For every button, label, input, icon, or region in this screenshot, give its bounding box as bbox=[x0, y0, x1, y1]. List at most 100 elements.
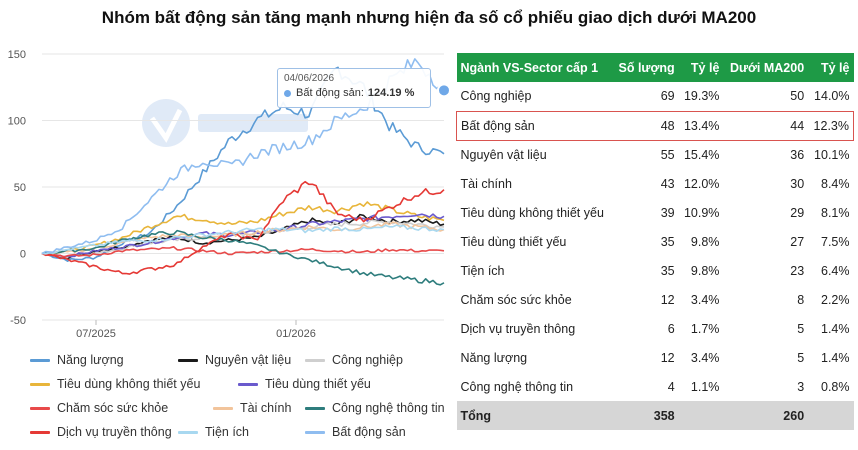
table-cell: 8 bbox=[797, 292, 805, 307]
table-cell: 3.4% bbox=[690, 292, 720, 307]
table-cell: 23 bbox=[790, 263, 805, 278]
table-cell: 12.0% bbox=[683, 176, 720, 191]
table-cell: 10.1% bbox=[814, 147, 850, 162]
legend-swatch bbox=[305, 406, 325, 410]
series-line bbox=[41, 221, 445, 256]
table-header-row: Ngành VS-Sector cấp 1 Số lượng Tỷ lệ Dướ… bbox=[456, 53, 854, 82]
table-row: Tiêu dùng không thiết yếu 39 10.9% 29 8.1% bbox=[457, 198, 854, 227]
table-cell: 1.4% bbox=[821, 321, 850, 336]
series-line bbox=[41, 180, 445, 275]
table-cell: Tiêu dùng không thiết yếu bbox=[460, 205, 604, 220]
legend-label: Tiện ích bbox=[205, 425, 250, 439]
table-row: Công nghệ thông tin 4 1.1% 3 0.8% bbox=[457, 372, 854, 401]
legend-label: Chăm sóc sức khỏe bbox=[57, 401, 169, 415]
legend-label: Bất động sản bbox=[332, 425, 406, 439]
legend-label: Công nghệ thông tin bbox=[332, 401, 445, 415]
table-cell: 7.5% bbox=[821, 234, 850, 249]
legend-swatch bbox=[30, 406, 50, 410]
table-cell: Dịch vụ truyền thông bbox=[460, 321, 576, 336]
table-cell: Tài chính bbox=[460, 176, 512, 191]
chart-legend: Năng lượng Nguyên vật liệu Công nghiệp Tiêu… bbox=[30, 353, 450, 448]
table-cell: 50 bbox=[790, 89, 805, 104]
line-chart: 150 100 50 0 -50 07/2025 01/2026 bbox=[8, 49, 450, 340]
table-cell: 3.4% bbox=[690, 350, 720, 365]
table-cell: 9.8% bbox=[690, 263, 720, 278]
x-tick-label: 07/2025 bbox=[76, 328, 116, 340]
y-tick-label: -50 bbox=[10, 315, 26, 327]
table-cell bbox=[808, 401, 854, 430]
legend-label: Dịch vụ truyền thông bbox=[57, 425, 172, 439]
table-cell: Tiện ích bbox=[460, 263, 505, 278]
table-row: Tài chính 43 12.0% 30 8.4% bbox=[457, 169, 854, 198]
table-cell: 13.4% bbox=[678, 110, 724, 141]
table-cell: 30 bbox=[790, 176, 805, 191]
table-cell: Bất động sản bbox=[455, 110, 613, 141]
series-line bbox=[41, 224, 445, 255]
legend-swatch bbox=[305, 430, 325, 434]
table-cell: 358 bbox=[612, 401, 679, 430]
legend-item: Tiện ích bbox=[178, 425, 249, 439]
legend-swatch bbox=[213, 406, 233, 410]
legend-item: Tiêu dùng thiết yếu bbox=[238, 377, 371, 391]
series-line bbox=[41, 66, 445, 262]
legend-item: Tài chính bbox=[213, 401, 291, 415]
legend-swatch bbox=[30, 382, 50, 386]
table-row: Công nghiệp 69 19.3% 50 14.0% bbox=[457, 82, 854, 111]
table-row: Nguyên vật liệu 55 15.4% 36 10.1% bbox=[457, 140, 854, 169]
table-cell: 260 bbox=[723, 401, 809, 430]
legend-swatch bbox=[178, 430, 198, 434]
chart-tooltip: 04/06/2026 Bất động sản: 124.19 % bbox=[277, 68, 431, 108]
legend-label: Công nghiệp bbox=[332, 353, 403, 367]
table-cell: Chăm sóc sức khỏe bbox=[460, 292, 572, 307]
watermark-logo bbox=[142, 99, 308, 147]
table-cell: 0.8% bbox=[821, 379, 850, 394]
legend-swatch bbox=[178, 358, 198, 362]
legend-item: Bất động sản bbox=[305, 425, 406, 439]
tooltip-date: 04/06/2026 bbox=[284, 73, 335, 84]
series-line bbox=[41, 213, 445, 258]
sector-table-panel: Ngành VS-Sector cấp 1 Số lượng Tỷ lệ Dướ… bbox=[455, 53, 855, 430]
legend-item: Tiêu dùng không thiết yếu bbox=[30, 377, 200, 391]
tooltip-series-dot bbox=[284, 89, 291, 97]
legend-item: Dịch vụ truyền thông bbox=[30, 425, 172, 439]
sector-table: Ngành VS-Sector cấp 1 Số lượng Tỷ lệ Dướ… bbox=[455, 53, 855, 430]
table-cell: Tổng bbox=[456, 401, 613, 430]
legend-swatch bbox=[238, 382, 258, 386]
col-header-sector: Ngành VS-Sector cấp 1 bbox=[456, 53, 613, 82]
series-line bbox=[41, 219, 445, 258]
table-cell: Tiêu dùng thiết yếu bbox=[460, 234, 567, 249]
legend-item: Nguyên vật liệu bbox=[178, 353, 291, 367]
table-cell: 69 bbox=[660, 89, 675, 104]
table-row: Năng lượng 12 3.4% 5 1.4% bbox=[457, 343, 854, 372]
y-tick-label: 0 bbox=[20, 249, 26, 261]
tooltip-value: 124.19 % bbox=[367, 87, 415, 99]
legend-label: Tiêu dùng không thiết yếu bbox=[57, 377, 201, 391]
y-tick-label: 150 bbox=[8, 49, 26, 61]
table-cell: 14.0% bbox=[814, 89, 850, 104]
table-cell: 6.4% bbox=[821, 263, 850, 278]
y-tick-label: 100 bbox=[8, 116, 26, 128]
table-cell: 1.1% bbox=[690, 379, 720, 394]
page-title: Nhóm bất động sản tăng mạnh nhưng hiện đ… bbox=[101, 8, 757, 27]
line-chart-panel: 150 100 50 0 -50 07/2025 01/2026 04/06/2026 Bấ… bbox=[0, 40, 450, 450]
col-header-below-ratio: Tỷ lệ bbox=[808, 53, 854, 82]
legend-swatch bbox=[30, 430, 50, 434]
legend-item: Công nghiệp bbox=[305, 353, 403, 367]
col-header-below-ma200: Dưới MA200 bbox=[723, 53, 809, 82]
legend-item: Chăm sóc sức khỏe bbox=[30, 401, 168, 415]
col-header-ratio: Tỷ lệ bbox=[678, 53, 724, 82]
table-cell: 5 bbox=[797, 350, 805, 365]
table-cell: 1.7% bbox=[690, 321, 720, 336]
table-cell: 12.3% bbox=[808, 110, 855, 141]
table-row: Chăm sóc sức khỏe 12 3.4% 8 2.2% bbox=[457, 285, 854, 314]
table-cell: 9.8% bbox=[690, 234, 720, 249]
table-cell: 39 bbox=[660, 205, 675, 220]
legend-label: Tài chính bbox=[240, 401, 292, 415]
table-cell: 4 bbox=[667, 379, 675, 394]
table-cell: 27 bbox=[790, 234, 805, 249]
table-cell: 15.4% bbox=[683, 147, 720, 162]
table-row: Tiêu dùng thiết yếu 35 9.8% 27 7.5% bbox=[457, 227, 854, 256]
table-cell: 8.4% bbox=[821, 176, 850, 191]
table-cell: Công nghiệp bbox=[460, 89, 532, 104]
table-cell: Công nghệ thông tin bbox=[460, 379, 574, 394]
